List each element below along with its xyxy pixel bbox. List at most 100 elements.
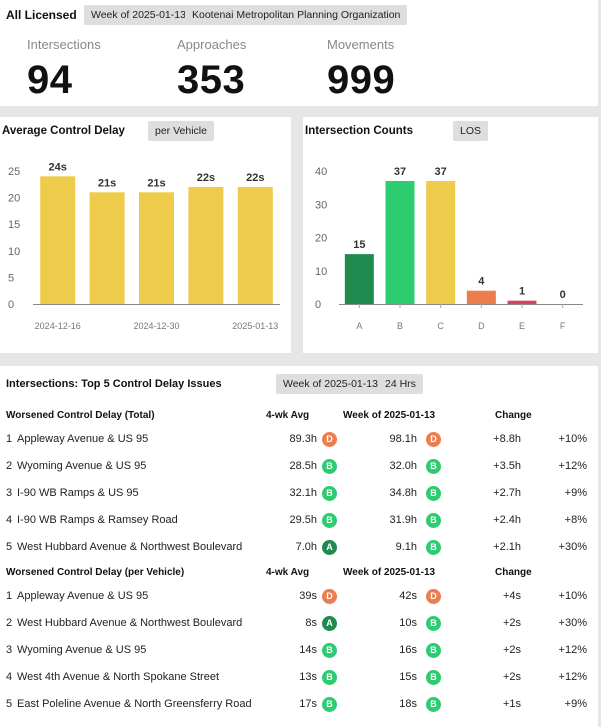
counts-y-tick-label: 40 bbox=[315, 166, 327, 178]
delay-bar bbox=[40, 176, 76, 304]
delay-x-tick-label: 2025-01-13 bbox=[232, 321, 278, 331]
row-intersection-name: West Hubbard Avenue & Northwest Boulevar… bbox=[17, 617, 243, 629]
intersections-label: Intersections bbox=[27, 37, 101, 52]
table-row[interactable]: 5 East Poleline Avenue & North Greensferr… bbox=[0, 691, 598, 718]
table-row[interactable]: 4 West 4th Avenue & North Spokane Street 1… bbox=[0, 664, 598, 691]
row-rank: 3 bbox=[6, 644, 13, 656]
row-rank: 4 bbox=[6, 671, 13, 683]
row-rank: 5 bbox=[6, 541, 13, 553]
row-change-percent: +12% bbox=[558, 671, 587, 683]
table-row[interactable]: 1 Appleway Avenue & US 95 39s D 42s D +4s +10% bbox=[0, 583, 598, 610]
row-change-value: +2.4h bbox=[493, 514, 521, 526]
avg-los-badge: A bbox=[322, 616, 337, 631]
delay-x-tick-label: 2024-12-30 bbox=[133, 321, 179, 331]
table-row[interactable]: 5 West Hubbard Avenue & Northwest Bouleva… bbox=[0, 534, 598, 561]
week-filter-tag[interactable]: Week of 2025-01-13 bbox=[84, 5, 193, 25]
row-intersection-name: Appleway Avenue & US 95 bbox=[17, 590, 149, 602]
week-los-badge: B bbox=[426, 513, 441, 528]
delay-bar bbox=[188, 186, 224, 304]
avg-los-badge: B bbox=[322, 697, 337, 712]
row-week-value: 15s bbox=[399, 671, 417, 683]
avg-los-badge: D bbox=[322, 432, 337, 447]
row-intersection-name: Wyoming Avenue & US 95 bbox=[17, 644, 147, 656]
section-header-avg: 4-wk Avg bbox=[266, 567, 310, 578]
row-change-percent: +10% bbox=[558, 590, 587, 602]
delay-data-label: 24s bbox=[49, 161, 67, 173]
row-avg-value: 32.1h bbox=[289, 487, 317, 499]
table-row[interactable]: 3 I-90 WB Ramps & US 95 32.1h B 34.8h B +2.7h +… bbox=[0, 480, 598, 507]
counts-y-tick-label: 20 bbox=[315, 233, 327, 245]
row-change-value: +2.1h bbox=[493, 541, 521, 553]
row-avg-value: 13s bbox=[299, 671, 317, 683]
table-row[interactable]: 3 Wyoming Avenue & US 95 14s B 16s B +2s +12% bbox=[0, 637, 598, 664]
row-change-percent: +8% bbox=[564, 514, 587, 526]
week-los-badge: D bbox=[426, 589, 441, 604]
row-change-value: +2s bbox=[502, 644, 521, 656]
counts-bar bbox=[507, 300, 537, 304]
row-change-value: +8.8h bbox=[493, 433, 521, 445]
issues-panel: Intersections: Top 5 Control Delay Issue… bbox=[0, 366, 598, 727]
row-week-value: 10s bbox=[399, 617, 417, 629]
page-title: All Licensed bbox=[6, 8, 77, 22]
row-change-percent: +9% bbox=[564, 698, 587, 710]
counts-y-tick-label: 30 bbox=[315, 199, 327, 211]
delay-chart-title: Average Control Delay bbox=[2, 125, 125, 137]
delay-y-tick-label: 10 bbox=[8, 246, 20, 258]
row-week-value: 9.1h bbox=[395, 541, 417, 553]
delay-bar-chart: 0 5 10 15 20 25 24s 2024-12-16 21s 21s 2024-12-30 2… bbox=[8, 161, 280, 331]
row-change-percent: +12% bbox=[558, 460, 587, 472]
approaches-label: Approaches bbox=[177, 37, 247, 52]
counts-data-label: 4 bbox=[478, 276, 485, 288]
section-header-change: Change bbox=[495, 567, 532, 578]
week-los-badge: B bbox=[426, 643, 441, 658]
delay-bar bbox=[237, 186, 273, 304]
table-row[interactable]: 4 I-90 WB Ramps & Ramsey Road 29.5h B 31.9h B… bbox=[0, 507, 598, 534]
counts-x-tick-label: F bbox=[560, 321, 566, 331]
counts-y-tick-label: 10 bbox=[315, 266, 327, 278]
issues-week-tag[interactable]: Week of 2025-01-13 bbox=[276, 374, 385, 394]
avg-los-badge: B bbox=[322, 486, 337, 501]
avg-los-badge: B bbox=[322, 513, 337, 528]
row-avg-value: 39s bbox=[299, 590, 317, 602]
row-intersection-name: I-90 WB Ramps & Ramsey Road bbox=[17, 514, 178, 526]
row-week-value: 42s bbox=[399, 590, 417, 602]
movements-value: 999 bbox=[327, 58, 396, 102]
table-row[interactable]: 2 West Hubbard Avenue & Northwest Bouleva… bbox=[0, 610, 598, 637]
section-header-change: Change bbox=[495, 410, 532, 421]
avg-los-badge: B bbox=[322, 459, 337, 474]
row-change-value: +1s bbox=[502, 698, 521, 710]
row-week-value: 98.1h bbox=[389, 433, 417, 445]
row-change-percent: +12% bbox=[558, 644, 587, 656]
row-avg-value: 8s bbox=[305, 617, 317, 629]
movements-label: Movements bbox=[327, 37, 395, 52]
row-week-value: 16s bbox=[399, 644, 417, 656]
table-row[interactable]: 2 Wyoming Avenue & US 95 28.5h B 32.0h B +3.5h… bbox=[0, 453, 598, 480]
section-header-week: Week of 2025-01-13 bbox=[343, 567, 436, 578]
week-los-badge: D bbox=[426, 432, 441, 447]
row-intersection-name: West Hubbard Avenue & Northwest Boulevar… bbox=[17, 541, 243, 553]
counts-data-label: 37 bbox=[394, 166, 406, 178]
delay-y-tick-label: 0 bbox=[8, 299, 14, 311]
row-intersection-name: I-90 WB Ramps & US 95 bbox=[17, 487, 139, 499]
delay-data-label: 21s bbox=[98, 177, 116, 189]
organization-filter-tag[interactable]: Kootenai Metropolitan Planning Organizat… bbox=[185, 5, 408, 25]
counts-x-tick-label: E bbox=[519, 321, 525, 331]
row-change-value: +2s bbox=[502, 617, 521, 629]
per-vehicle-tag[interactable]: per Vehicle bbox=[148, 121, 214, 141]
avg-los-badge: D bbox=[322, 589, 337, 604]
week-los-badge: B bbox=[426, 670, 441, 685]
week-los-badge: B bbox=[426, 616, 441, 631]
los-tag[interactable]: LOS bbox=[453, 121, 489, 141]
table-row[interactable]: 1 Appleway Avenue & US 95 89.3h D 98.1h D +8.8… bbox=[0, 426, 598, 453]
row-rank: 1 bbox=[6, 590, 13, 602]
delay-chart-card: Average Control Delay per Vehicle 0 5 10 15… bbox=[0, 117, 291, 353]
delay-x-tick-label: 2024-12-16 bbox=[35, 321, 81, 331]
row-intersection-name: West 4th Avenue & North Spokane Street bbox=[17, 671, 219, 683]
intersections-value: 94 bbox=[27, 58, 73, 102]
row-rank: 2 bbox=[6, 617, 13, 629]
issues-hrs-tag[interactable]: 24 Hrs bbox=[378, 374, 423, 394]
row-rank: 4 bbox=[6, 514, 13, 526]
avg-los-badge: B bbox=[322, 670, 337, 685]
counts-data-label: 15 bbox=[353, 239, 365, 251]
summary-panel: All Licensed Week of 2025-01-13 Kootenai… bbox=[0, 0, 598, 106]
